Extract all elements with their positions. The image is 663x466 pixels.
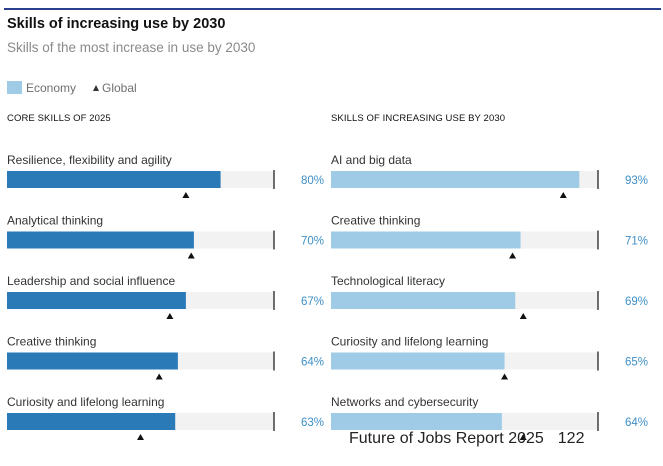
increase-value-label-3: 65% <box>625 357 648 369</box>
increase-value-label-0: 93% <box>625 175 648 187</box>
report-name: Future of Jobs Report 2025 <box>349 430 544 447</box>
increase-category-label-1: Creative thinking <box>331 214 420 228</box>
increase-global-marker-1 <box>509 252 517 259</box>
core-value-label-0: 80% <box>301 175 324 187</box>
header-rule <box>4 8 661 10</box>
increase-global-marker-0 <box>559 192 567 198</box>
core-category-label-1: Analytical thinking <box>7 214 103 228</box>
core-global-marker-4 <box>137 434 144 440</box>
increase-value-label-4: 64% <box>625 417 648 429</box>
core-economy-bar-3 <box>7 352 178 370</box>
increase-category-label-3: Curiosity and lifelong learning <box>331 335 488 349</box>
increase-value-label-2: 69% <box>625 296 648 308</box>
core-value-label-2: 67% <box>301 296 324 308</box>
core-global-marker-2 <box>166 313 174 319</box>
page-title: Skills of increasing use by 2030 <box>7 16 226 32</box>
page-subtitle: Skills of the most increase in use by 20… <box>7 40 256 55</box>
core-category-label-3: Creative thinking <box>7 335 96 349</box>
core-global-marker-0 <box>182 192 190 198</box>
increase-global-marker-3 <box>501 373 509 380</box>
legend-swatch-economy <box>7 81 22 94</box>
increase-economy-bar-2 <box>331 292 516 309</box>
footer: Future of Jobs Report 2025 122 <box>349 430 584 448</box>
increase-economy-bar-0 <box>331 171 580 188</box>
increase-category-label-0: AI and big data <box>331 153 412 167</box>
increase-economy-bar-4 <box>331 413 502 430</box>
core-economy-bar-1 <box>7 231 194 249</box>
increase-global-marker-2 <box>519 313 527 319</box>
core-category-label-0: Resilience, flexibility and agility <box>7 153 172 167</box>
core-global-marker-3 <box>155 373 163 380</box>
increase-economy-bar-1 <box>331 231 521 249</box>
increase-global-marker-4 <box>519 434 527 440</box>
core-value-label-4: 63% <box>301 417 324 429</box>
core-category-label-4: Curiosity and lifelong learning <box>7 395 164 409</box>
core-economy-bar-0 <box>7 171 221 188</box>
core-value-label-3: 64% <box>301 357 324 369</box>
core-economy-bar-4 <box>7 413 176 430</box>
legend-label-economy: Economy <box>26 81 77 95</box>
legend-triangle-icon <box>93 85 99 91</box>
page-number: 122 <box>557 430 585 447</box>
core-value-label-1: 70% <box>301 236 324 248</box>
core-global-marker-1 <box>187 252 195 259</box>
core-category-label-2: Leadership and social influence <box>7 274 175 288</box>
core-economy-bar-2 <box>7 292 186 309</box>
increase-value-label-1: 71% <box>625 236 648 248</box>
legend-label-global: Global <box>102 81 137 95</box>
increase-category-label-4: Networks and cybersecurity <box>331 395 478 409</box>
increase-category-label-2: Technological literacy <box>331 274 445 288</box>
left-column-heading: CORE SKILLS OF 2025 <box>7 113 111 124</box>
increase-economy-bar-3 <box>331 352 505 370</box>
right-column-heading: SKILLS OF INCREASING USE BY 2030 <box>331 113 506 124</box>
